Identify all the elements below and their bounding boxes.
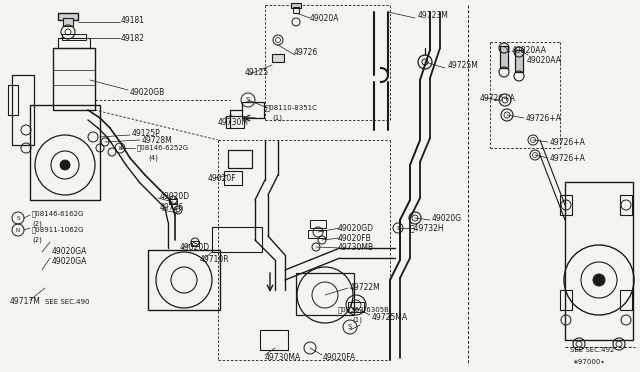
Bar — [191, 241, 199, 246]
Bar — [310, 220, 326, 228]
Text: Ⓣ08911-1062G: Ⓣ08911-1062G — [32, 227, 84, 233]
Text: 49020AA: 49020AA — [512, 45, 547, 55]
Text: Ⓑ08146-6252G: Ⓑ08146-6252G — [137, 145, 189, 151]
Bar — [560, 290, 572, 310]
Bar — [58, 38, 90, 48]
Text: 49730MB: 49730MB — [338, 244, 374, 253]
Text: 49020AA: 49020AA — [527, 55, 562, 64]
Text: Ⓢ08146-6162G: Ⓢ08146-6162G — [32, 211, 84, 217]
Text: 49020D: 49020D — [160, 192, 190, 201]
Text: 49182: 49182 — [121, 33, 145, 42]
Text: S: S — [16, 215, 20, 221]
Bar — [8, 85, 18, 115]
Text: (4): (4) — [148, 155, 158, 161]
Text: 49723M: 49723M — [418, 10, 449, 19]
Text: 49020GB: 49020GB — [130, 87, 165, 96]
Text: 49730M: 49730M — [218, 118, 249, 126]
Bar — [148, 250, 220, 310]
Text: 49726+A: 49726+A — [550, 138, 586, 147]
Text: 49020G: 49020G — [432, 214, 462, 222]
Bar — [565, 182, 633, 340]
Bar — [272, 54, 284, 62]
Text: 49125P: 49125P — [132, 128, 161, 138]
Text: S: S — [246, 97, 250, 103]
Bar — [560, 195, 572, 215]
Text: 49020GA: 49020GA — [52, 247, 88, 257]
Text: 49020FA: 49020FA — [323, 353, 356, 362]
Bar — [228, 150, 252, 168]
Text: Ⓜ49732H: Ⓜ49732H — [410, 224, 445, 232]
Bar — [63, 18, 73, 26]
Bar — [53, 48, 95, 110]
Bar — [62, 34, 86, 40]
Bar — [58, 13, 78, 20]
Bar — [515, 50, 523, 72]
Text: N: N — [16, 228, 20, 232]
Text: 49020F: 49020F — [208, 173, 237, 183]
Bar — [293, 7, 299, 13]
Bar — [296, 273, 354, 315]
Text: (2): (2) — [32, 237, 42, 243]
Bar — [308, 230, 326, 238]
Bar — [226, 116, 244, 128]
Text: S: S — [348, 324, 352, 330]
Text: 49726+A: 49726+A — [526, 113, 562, 122]
Text: 49726: 49726 — [294, 48, 318, 57]
Bar — [620, 195, 632, 215]
Text: (2): (2) — [32, 221, 42, 227]
Text: S: S — [396, 225, 400, 231]
Bar — [169, 199, 177, 204]
Text: 49181: 49181 — [121, 16, 145, 25]
Text: SEE SEC.492: SEE SEC.492 — [570, 347, 614, 353]
Circle shape — [60, 160, 70, 170]
Text: Ⓢ08110-8351C: Ⓢ08110-8351C — [266, 105, 318, 111]
Text: 49125: 49125 — [245, 67, 269, 77]
Text: 49730MA: 49730MA — [265, 353, 301, 362]
Text: B: B — [118, 145, 122, 151]
Bar — [12, 75, 34, 145]
Text: 49710R: 49710R — [200, 256, 230, 264]
Text: 49020GD: 49020GD — [338, 224, 374, 232]
Text: 49722M: 49722M — [350, 283, 381, 292]
Text: 49726+A: 49726+A — [550, 154, 586, 163]
Text: 49726: 49726 — [160, 202, 184, 212]
Text: 49020GA: 49020GA — [52, 257, 88, 266]
Text: 49020FB: 49020FB — [338, 234, 372, 243]
Text: ∗97000∙: ∗97000∙ — [572, 359, 605, 365]
Text: 49728M: 49728M — [142, 135, 173, 144]
Text: 49020A: 49020A — [310, 13, 339, 22]
Bar — [500, 46, 508, 68]
Bar — [242, 102, 264, 118]
Bar — [291, 3, 301, 8]
Text: (1): (1) — [352, 317, 362, 323]
Text: SEE SEC.490: SEE SEC.490 — [45, 299, 90, 305]
Circle shape — [593, 274, 605, 286]
Bar — [260, 330, 288, 350]
Text: 49726+A: 49726+A — [480, 93, 516, 103]
Text: Ⓢ08363-6305B: Ⓢ08363-6305B — [338, 307, 390, 313]
Text: (1): (1) — [272, 115, 282, 121]
Text: 49725MA: 49725MA — [372, 314, 408, 323]
Bar — [224, 171, 242, 185]
Text: 49717M: 49717M — [10, 298, 41, 307]
Bar — [348, 302, 364, 312]
Bar — [30, 105, 100, 200]
Bar — [620, 290, 632, 310]
Text: 49020D: 49020D — [180, 244, 210, 253]
Bar — [212, 227, 262, 252]
Text: 49725M: 49725M — [448, 61, 479, 70]
